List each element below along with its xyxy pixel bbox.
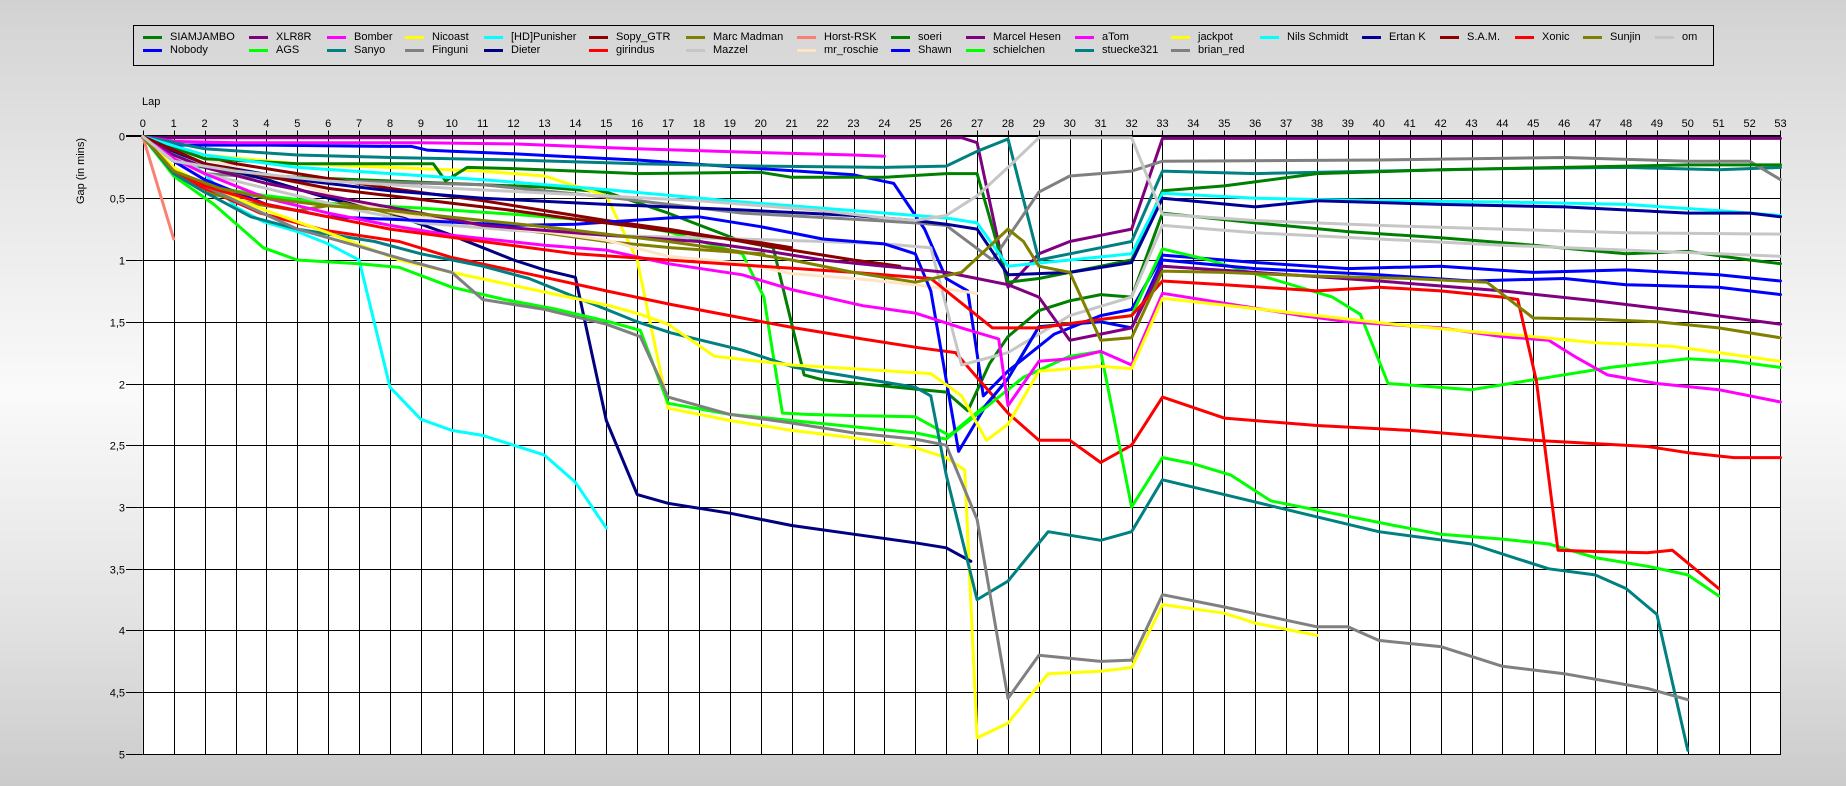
svg-text:51: 51	[1713, 118, 1725, 130]
svg-text:10: 10	[446, 118, 458, 130]
svg-text:48: 48	[1620, 118, 1632, 130]
svg-text:12: 12	[507, 118, 519, 130]
svg-text:18: 18	[693, 118, 705, 130]
svg-text:Lap: Lap	[142, 96, 160, 108]
svg-text:11: 11	[477, 118, 488, 130]
svg-text:29: 29	[1033, 118, 1045, 130]
svg-text:13: 13	[538, 118, 550, 130]
svg-text:3: 3	[119, 503, 125, 515]
svg-text:1: 1	[171, 118, 177, 130]
svg-text:9: 9	[418, 118, 424, 130]
svg-text:21: 21	[786, 118, 798, 130]
svg-text:41: 41	[1404, 118, 1416, 130]
svg-text:44: 44	[1496, 118, 1508, 130]
svg-text:19: 19	[724, 118, 736, 130]
svg-text:16: 16	[631, 118, 643, 130]
svg-text:52: 52	[1743, 118, 1755, 130]
svg-text:24: 24	[878, 118, 890, 130]
svg-text:43: 43	[1465, 118, 1477, 130]
svg-text:38: 38	[1311, 118, 1323, 130]
svg-text:50: 50	[1682, 118, 1694, 130]
svg-text:1,5: 1,5	[110, 318, 125, 330]
svg-text:49: 49	[1651, 118, 1663, 130]
svg-text:22: 22	[816, 118, 828, 130]
svg-text:4: 4	[263, 118, 269, 130]
svg-text:40: 40	[1373, 118, 1385, 130]
svg-text:36: 36	[1249, 118, 1261, 130]
svg-text:2: 2	[202, 118, 208, 130]
svg-text:30: 30	[1064, 118, 1076, 130]
svg-text:0: 0	[119, 132, 125, 144]
svg-text:4,5: 4,5	[110, 688, 125, 700]
svg-text:7: 7	[356, 118, 362, 130]
svg-text:Gap (in mins): Gap (in mins)	[75, 138, 87, 204]
svg-text:32: 32	[1125, 118, 1137, 130]
svg-text:20: 20	[755, 118, 767, 130]
svg-text:28: 28	[1002, 118, 1014, 130]
svg-text:0,5: 0,5	[110, 194, 125, 206]
svg-text:3,5: 3,5	[110, 565, 125, 577]
svg-text:17: 17	[662, 118, 674, 130]
svg-text:1: 1	[119, 256, 125, 268]
svg-text:53: 53	[1774, 118, 1786, 130]
svg-text:34: 34	[1187, 118, 1199, 130]
svg-text:4: 4	[119, 626, 125, 638]
svg-text:2: 2	[119, 380, 125, 392]
svg-text:8: 8	[387, 118, 393, 130]
svg-text:25: 25	[909, 118, 921, 130]
svg-text:23: 23	[847, 118, 859, 130]
svg-text:6: 6	[325, 118, 331, 130]
svg-text:15: 15	[600, 118, 612, 130]
svg-text:5: 5	[119, 750, 125, 762]
svg-text:14: 14	[569, 118, 581, 130]
svg-text:2,5: 2,5	[110, 441, 125, 453]
svg-text:0: 0	[140, 118, 146, 130]
svg-text:26: 26	[940, 118, 952, 130]
svg-text:47: 47	[1589, 118, 1601, 130]
svg-text:31: 31	[1095, 118, 1107, 130]
svg-text:39: 39	[1342, 118, 1354, 130]
svg-text:42: 42	[1434, 118, 1446, 130]
svg-text:5: 5	[294, 118, 300, 130]
svg-text:33: 33	[1156, 118, 1168, 130]
svg-text:35: 35	[1218, 118, 1230, 130]
svg-text:37: 37	[1280, 118, 1292, 130]
svg-text:45: 45	[1527, 118, 1539, 130]
svg-text:27: 27	[971, 118, 983, 130]
svg-text:46: 46	[1558, 118, 1570, 130]
svg-text:3: 3	[232, 118, 238, 130]
